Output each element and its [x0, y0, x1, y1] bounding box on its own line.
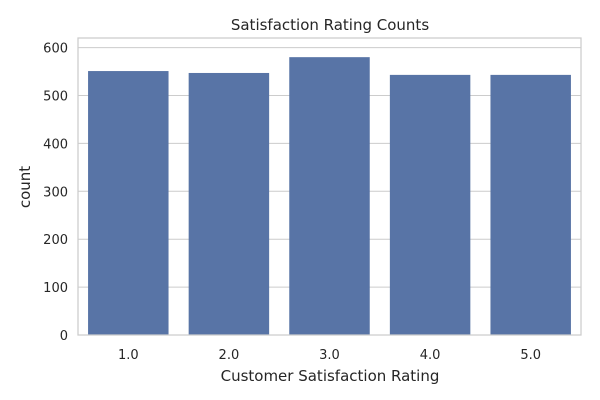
bar-1-0 — [88, 71, 169, 335]
y-axis-label: count — [16, 166, 34, 208]
x-tick-labels: 1.0 2.0 3.0 4.0 5.0 — [118, 348, 541, 363]
y-tick-label: 500 — [43, 89, 68, 104]
x-tick-label: 1.0 — [118, 348, 139, 363]
bars-layer — [88, 57, 571, 336]
x-tick-label: 4.0 — [420, 348, 441, 363]
plot-frame — [77, 37, 582, 336]
y-tick-label: 300 — [43, 185, 68, 200]
y-tick-label: 200 — [43, 233, 68, 248]
x-tick-label: 3.0 — [319, 348, 340, 363]
y-tick-label: 100 — [43, 281, 68, 296]
y-tick-label: 0 — [60, 329, 68, 344]
x-axis-label: Customer Satisfaction Rating — [221, 367, 440, 385]
x-tick-label: 2.0 — [219, 348, 240, 363]
bar-4-0 — [389, 74, 471, 335]
y-tick-label: 400 — [43, 137, 68, 152]
x-tick-label: 5.0 — [520, 348, 541, 363]
bar-3-0 — [289, 57, 370, 336]
y-tick-labels: 0 100 200 300 400 500 600 — [43, 42, 68, 344]
chart-title: Satisfaction Rating Counts — [231, 16, 429, 34]
bar-5-0 — [490, 74, 571, 335]
bar-2-0 — [188, 72, 270, 335]
y-tick-label: 600 — [43, 42, 68, 57]
